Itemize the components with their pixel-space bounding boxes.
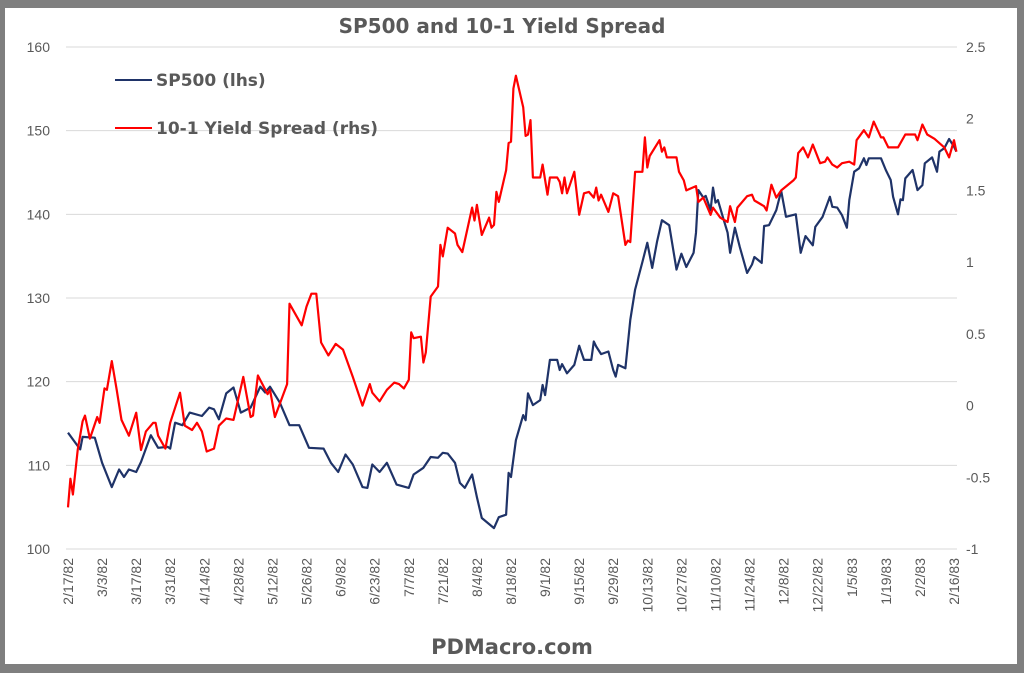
left-tick-label: 140: [27, 206, 51, 222]
line-chart: SP500 and 10-1 Yield Spread 100110120130…: [27, 14, 991, 659]
x-tick-label: 10/27/82: [673, 558, 689, 613]
x-tick-label: 3/3/82: [94, 558, 110, 597]
x-tick-label: 4/28/82: [230, 558, 246, 605]
legend-label-sp500: SP500 (lhs): [156, 71, 266, 91]
right-tick-label: 0.5: [966, 326, 986, 342]
x-tick-label: 3/31/82: [162, 558, 178, 605]
right-tick-label: 1.5: [966, 182, 986, 198]
right-tick-label: -1: [966, 541, 979, 557]
right-axis-labels: -1 -0.5 0 0.5 1 1.5 2 2.5: [966, 39, 990, 557]
x-tick-label: 5/26/82: [299, 558, 315, 605]
left-tick-label: 100: [27, 541, 51, 557]
left-tick-label: 150: [27, 123, 51, 139]
series-lines: [66, 74, 958, 530]
yield-spread-line: [66, 74, 958, 508]
legend: SP500 (lhs) 10-1 Yield Spread (rhs): [115, 71, 378, 139]
x-tick-label: 12/22/82: [810, 558, 826, 613]
x-tick-label: 4/14/82: [196, 558, 212, 605]
x-tick-label: 9/1/82: [537, 558, 553, 597]
x-tick-label: 7/7/82: [401, 558, 417, 597]
sp500-line: [67, 137, 958, 530]
x-tick-label: 9/15/82: [571, 558, 587, 605]
footer-watermark: PDMacro.com: [431, 635, 593, 659]
x-tick-label: 10/13/82: [639, 558, 655, 613]
right-tick-label: 2: [966, 111, 974, 127]
x-tick-label: 6/9/82: [333, 558, 349, 597]
x-tick-label: 6/23/82: [367, 558, 383, 605]
x-tick-label: 3/17/82: [128, 558, 144, 605]
right-tick-label: 1: [966, 254, 974, 270]
right-tick-label: -0.5: [966, 469, 990, 485]
x-tick-label: 1/5/83: [844, 558, 860, 597]
right-tick-label: 0: [966, 398, 974, 414]
left-tick-label: 120: [27, 374, 51, 390]
left-tick-label: 110: [28, 457, 51, 473]
x-tick-label: 2/16/83: [946, 558, 962, 605]
x-tick-label: 8/18/82: [503, 558, 519, 605]
chart-title: SP500 and 10-1 Yield Spread: [339, 14, 666, 38]
left-tick-label: 160: [27, 39, 51, 55]
x-tick-label: 7/21/82: [435, 558, 451, 605]
x-tick-label: 8/4/82: [469, 558, 485, 597]
right-tick-label: 2.5: [966, 39, 986, 55]
left-tick-label: 130: [27, 290, 51, 306]
x-tick-label: 11/24/82: [742, 558, 758, 612]
x-tick-label: 1/19/83: [878, 558, 894, 605]
legend-label-spread: 10-1 Yield Spread (rhs): [156, 119, 378, 139]
x-tick-label: 12/8/82: [776, 558, 792, 605]
x-tick-label: 9/29/82: [605, 558, 621, 605]
x-axis-labels: 2/17/82 3/3/82 3/17/82 3/31/82 4/14/82 4/28/8…: [60, 558, 962, 613]
x-tick-label: 2/17/82: [60, 558, 76, 605]
x-tick-label: 11/10/82: [707, 558, 723, 612]
x-tick-label: 2/2/83: [912, 558, 928, 597]
x-tick-label: 5/12/82: [264, 558, 280, 605]
chart-frame: SP500 and 10-1 Yield Spread 100 110 120 130…: [5, 8, 1017, 664]
left-axis-labels: 100 110 120 130 140 150 160: [27, 39, 51, 557]
